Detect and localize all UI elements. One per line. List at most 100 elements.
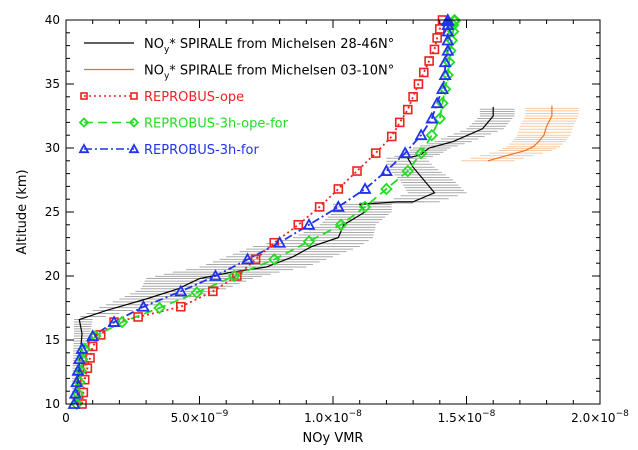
legend-marker-start-for bbox=[78, 143, 90, 154]
marker-ope bbox=[413, 79, 424, 89]
marker-ope_for bbox=[153, 301, 166, 315]
y-tick-label: 30 bbox=[45, 141, 60, 155]
legend: NOy* SPIRALE from Michelsen 28-46N° NOy* … bbox=[78, 37, 394, 158]
marker-ope_for bbox=[444, 44, 457, 57]
marker-ope bbox=[429, 44, 440, 55]
marker-ope_for bbox=[441, 68, 455, 82]
x-tick-labels: 0 5.0×10−9 1.0×10−8 1.5×10−8 2.0×10−8 bbox=[62, 409, 629, 425]
marker-ope_for bbox=[380, 182, 393, 196]
x-tick-label: 1.0×10−8 bbox=[304, 409, 362, 425]
y-tick-label: 20 bbox=[45, 269, 60, 283]
marker-for bbox=[398, 146, 412, 159]
marker-ope bbox=[78, 387, 89, 398]
marker-for bbox=[68, 386, 82, 399]
legend-label-ope_for: REPROBUS-3h-ope-for bbox=[144, 117, 289, 132]
marker-ope_for bbox=[401, 164, 415, 178]
legend-label-michelsen_trop: NOy* SPIRALE from Michelsen 03-10N° bbox=[144, 64, 394, 82]
marker-ope_for bbox=[70, 397, 83, 411]
marker-ope bbox=[250, 254, 261, 265]
marker-for bbox=[72, 352, 86, 365]
series-line-michelsen_mid bbox=[76, 107, 494, 405]
marker-ope bbox=[333, 184, 344, 194]
y-tick-label: 35 bbox=[45, 77, 60, 91]
series-line-ope_for bbox=[75, 20, 456, 405]
marker-ope_for bbox=[425, 128, 439, 142]
legend-marker-start-ope_for bbox=[78, 117, 90, 128]
y-tick-label: 25 bbox=[45, 205, 60, 219]
marker-ope_for bbox=[71, 387, 85, 401]
marker-ope bbox=[314, 202, 325, 212]
legend-label-michelsen_mid: NOy* SPIRALE from Michelsen 28-46N° bbox=[144, 37, 394, 55]
marker-ope bbox=[386, 131, 397, 142]
series-line-michelsen_trop bbox=[487, 105, 553, 162]
marker-ope_for bbox=[267, 253, 281, 266]
marker-ope bbox=[424, 56, 434, 66]
marker-ope bbox=[370, 148, 381, 158]
marker-ope bbox=[408, 92, 418, 102]
x-axis-title: NOy VMR bbox=[303, 431, 364, 446]
marker-ope_for bbox=[448, 13, 461, 27]
marker-for bbox=[71, 363, 85, 376]
marker-for bbox=[425, 111, 439, 124]
marker-for bbox=[441, 33, 455, 46]
y-tick-label: 10 bbox=[45, 397, 60, 411]
marker-for bbox=[136, 299, 150, 312]
marker-ope bbox=[87, 341, 98, 352]
marker-ope_for bbox=[78, 342, 91, 356]
marker-for bbox=[107, 315, 121, 327]
marker-ope_for bbox=[442, 55, 456, 69]
marker-ope bbox=[95, 330, 106, 340]
marker-ope_for bbox=[414, 146, 428, 160]
marker-for bbox=[174, 284, 188, 297]
marker-ope_for bbox=[190, 286, 204, 299]
marker-ope_for bbox=[74, 364, 87, 377]
marker-ope_for bbox=[358, 200, 372, 214]
marker-ope bbox=[232, 271, 242, 281]
marker-for bbox=[273, 235, 287, 248]
marker-for bbox=[435, 82, 449, 95]
marker-ope bbox=[394, 117, 405, 128]
marker-ope bbox=[208, 286, 218, 297]
y-tick-labels: 10 15 20 25 30 35 40 bbox=[45, 13, 60, 411]
marker-ope_for bbox=[302, 235, 316, 248]
marker-for bbox=[302, 217, 316, 230]
marker-ope bbox=[352, 166, 362, 176]
y-axis-title: Altitude (km) bbox=[15, 169, 30, 254]
marker-ope bbox=[418, 67, 429, 78]
marker-for bbox=[441, 43, 455, 56]
legend-label-ope: REPROBUS-ope bbox=[144, 90, 244, 105]
marker-for bbox=[438, 68, 452, 80]
marker-ope_for bbox=[445, 34, 459, 47]
marker-ope bbox=[133, 312, 143, 322]
marker-for bbox=[438, 55, 452, 68]
marker-for bbox=[358, 182, 372, 194]
legend-marker-end-ope_for bbox=[128, 117, 140, 128]
marker-ope_for bbox=[75, 352, 89, 366]
marker-for bbox=[331, 200, 345, 212]
series-line-ope bbox=[81, 19, 444, 405]
legend-marker-end-for bbox=[128, 143, 140, 154]
y-tick-label: 15 bbox=[45, 333, 60, 347]
marker-ope bbox=[293, 220, 304, 230]
marker-ope_for bbox=[73, 375, 86, 389]
legend-marker-end-ope bbox=[130, 92, 138, 100]
marker-for bbox=[70, 375, 84, 388]
marker-for bbox=[208, 269, 223, 281]
marker-ope_for bbox=[227, 269, 241, 283]
marker-ope_for bbox=[334, 218, 348, 232]
marker-ope bbox=[402, 104, 413, 115]
axis-ticks bbox=[65, 19, 601, 405]
legend-label-for: REPROBUS-3h-for bbox=[144, 143, 259, 158]
legend-marker-start-ope bbox=[80, 92, 88, 100]
marker-for bbox=[379, 164, 393, 176]
marker-ope bbox=[432, 33, 442, 43]
x-tick-label: 5.0×10−9 bbox=[171, 409, 229, 425]
marker-for bbox=[414, 128, 428, 141]
marker-ope_for bbox=[433, 112, 447, 125]
marker-for bbox=[441, 24, 455, 37]
marker-for bbox=[430, 96, 444, 109]
marker-for bbox=[241, 252, 255, 265]
x-tick-label: 0 bbox=[62, 411, 70, 425]
marker-ope_for bbox=[438, 82, 452, 96]
